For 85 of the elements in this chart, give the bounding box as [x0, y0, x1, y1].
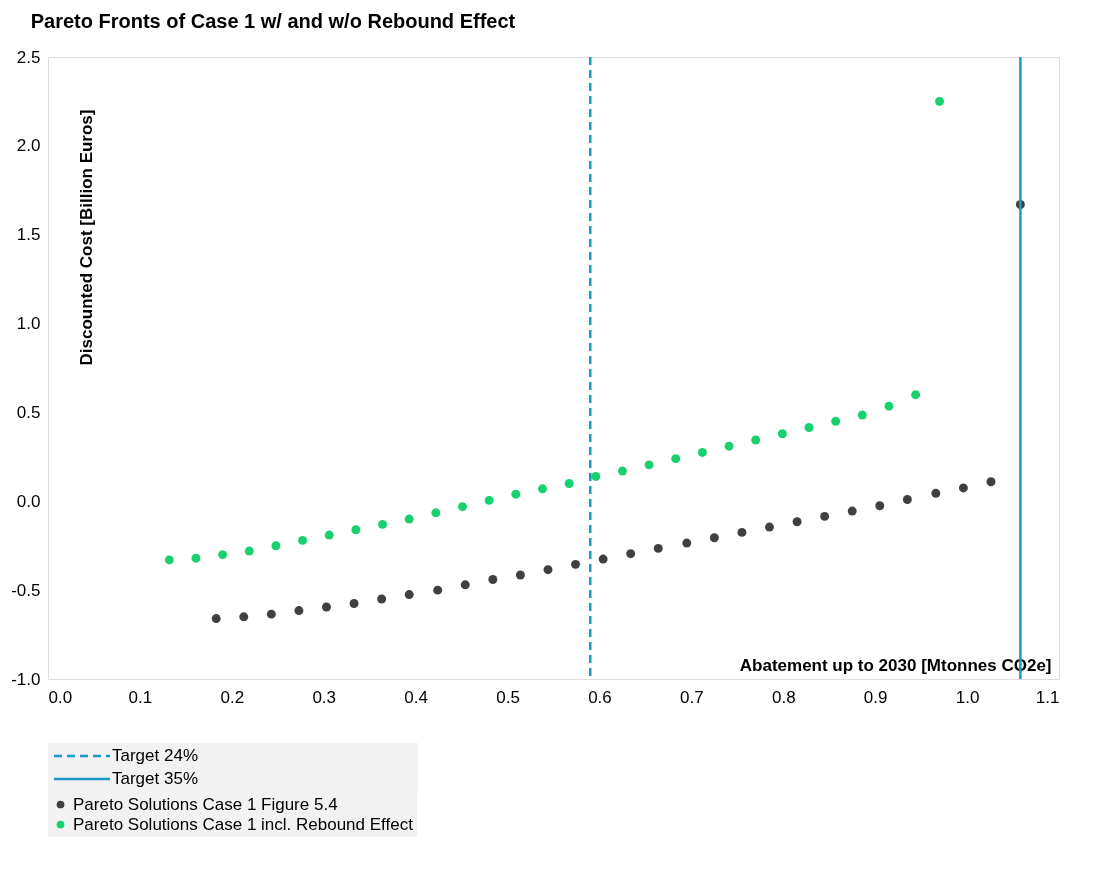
point	[511, 489, 521, 499]
point	[911, 390, 921, 400]
y-axis-title: Discounted Cost [Billion Euros]	[76, 109, 96, 366]
point	[831, 416, 841, 426]
x-tick-label: 0.7	[680, 687, 704, 707]
x-tick-label: 0.0	[48, 687, 73, 707]
point	[626, 549, 636, 559]
point	[484, 495, 494, 505]
point	[935, 96, 944, 106]
point	[598, 554, 608, 564]
point	[931, 488, 941, 498]
point	[460, 580, 470, 590]
point	[543, 565, 553, 575]
point	[653, 543, 663, 553]
point	[571, 559, 581, 569]
legend-label: Target 35%	[112, 769, 198, 788]
point	[239, 612, 249, 622]
point	[515, 570, 525, 580]
point	[378, 519, 388, 529]
point	[244, 546, 254, 556]
point	[211, 614, 221, 624]
point	[682, 538, 692, 548]
legend-label: Pareto Solutions Case 1 incl. Rebound Effect	[73, 814, 414, 834]
point	[218, 550, 228, 560]
y-tick-label: 2.5	[16, 47, 41, 67]
point	[433, 585, 443, 595]
point	[404, 514, 414, 524]
point	[351, 525, 361, 535]
y-tick-label: 0.0	[16, 491, 41, 511]
point	[847, 506, 857, 516]
y-tick-label: 2.0	[16, 136, 41, 156]
point	[538, 484, 547, 494]
y-tick-label: -1.0	[11, 669, 41, 689]
point	[349, 599, 359, 608]
y-tick-label: -0.5	[11, 580, 41, 600]
x-tick-label: 0.8	[771, 687, 796, 707]
point	[804, 423, 814, 432]
point	[617, 466, 627, 476]
point	[724, 441, 734, 451]
point	[958, 483, 968, 493]
point	[322, 602, 331, 612]
x-tick-label: 0.9	[863, 687, 888, 707]
x-tick-label: 0.2	[220, 687, 245, 707]
y-tick-label: 0.5	[16, 402, 41, 422]
point	[294, 606, 304, 616]
point	[377, 594, 387, 604]
point	[857, 410, 867, 420]
point	[271, 541, 281, 551]
legend-label: Target 24%	[112, 746, 198, 765]
point	[431, 508, 441, 518]
point	[591, 471, 601, 481]
point	[737, 527, 747, 537]
point	[404, 590, 414, 600]
point	[191, 553, 201, 563]
point	[875, 501, 885, 511]
x-tick-label: 1.0	[955, 687, 980, 707]
point	[644, 460, 654, 470]
x-tick-label: 0.3	[312, 687, 337, 707]
x-tick-label: 1.1	[1035, 687, 1060, 707]
chart-title: Pareto Fronts of Case 1 w/ and w/o Rebound Effect	[30, 10, 516, 32]
point	[324, 530, 334, 540]
point	[298, 535, 308, 545]
x-tick-label: 0.1	[128, 687, 153, 707]
point	[488, 575, 498, 584]
point	[777, 429, 787, 439]
point	[671, 454, 681, 464]
y-tick-label: 1.5	[16, 225, 41, 245]
point	[792, 517, 802, 527]
x-tick-label: 0.5	[496, 687, 520, 707]
y-tick-label: 1.0	[16, 314, 41, 334]
point	[697, 447, 707, 457]
point	[765, 522, 774, 532]
point	[564, 479, 574, 488]
point	[709, 533, 719, 543]
point	[820, 511, 830, 521]
point	[884, 401, 894, 411]
point	[164, 555, 174, 565]
point	[986, 477, 996, 487]
point	[458, 502, 467, 512]
x-tick-label: 0.6	[588, 687, 612, 707]
point	[266, 609, 276, 619]
point	[751, 435, 761, 445]
legend-label: Pareto Solutions Case 1 Figure 5.4	[73, 794, 338, 814]
x-tick-label: 0.4	[404, 687, 428, 707]
point	[902, 495, 912, 504]
